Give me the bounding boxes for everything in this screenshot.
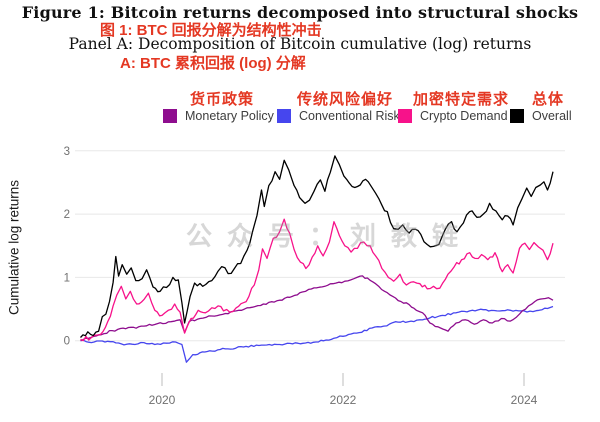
- y-tick-label-0: 0: [64, 336, 70, 348]
- x-tick-label-2022: 2022: [330, 393, 357, 407]
- figure-title-chinese: 图 1: BTC 回报分解为结构性冲击: [100, 22, 322, 39]
- legend-label-en: Crypto Demand: [420, 109, 508, 123]
- figure-title: Figure 1: Bitcoin returns decomposed int…: [21, 3, 579, 22]
- panel-title: Panel A: Decomposition of Bitcoin cumula…: [68, 35, 532, 53]
- series-line-crypto-demand: [80, 218, 554, 342]
- legend-item-overall: Overall: [510, 109, 572, 123]
- legend-label-zh-1: 货币政策: [190, 91, 255, 108]
- panel-title-chinese: A: BTC 累积回报 (log) 分解: [120, 55, 306, 72]
- legend-item-conventional-risk: Conventional Risk: [277, 109, 400, 123]
- legend-label-en: Monetary Policy: [185, 109, 274, 123]
- legend-swatch-icon: [398, 109, 412, 123]
- legend-item-monetary-policy: Monetary Policy: [163, 109, 274, 123]
- legend-swatch-icon: [510, 109, 524, 123]
- y-tick-label-1: 1: [64, 272, 70, 284]
- legend-label-en: Conventional Risk: [299, 109, 400, 123]
- legend-item-crypto-demand: Crypto Demand: [398, 109, 508, 123]
- legend-label-zh-3: 加密特定需求: [413, 91, 510, 108]
- series-line-overall: [80, 155, 554, 338]
- y-tick-label-3: 3: [64, 146, 70, 158]
- x-tick-label-2020: 2020: [149, 393, 176, 407]
- series-line-conventional-risk: [80, 305, 554, 363]
- series-line-monetary-policy: [80, 275, 554, 342]
- y-tick-label-2: 2: [64, 209, 70, 221]
- legend-swatch-icon: [163, 109, 177, 123]
- legend-label-zh-2: 传统风险偏好: [297, 91, 394, 108]
- legend-label-en: Overall: [532, 109, 572, 123]
- x-tick-label-2024: 2024: [511, 393, 538, 407]
- legend-label-zh-4: 总体: [532, 91, 565, 108]
- legend-swatch-icon: [277, 109, 291, 123]
